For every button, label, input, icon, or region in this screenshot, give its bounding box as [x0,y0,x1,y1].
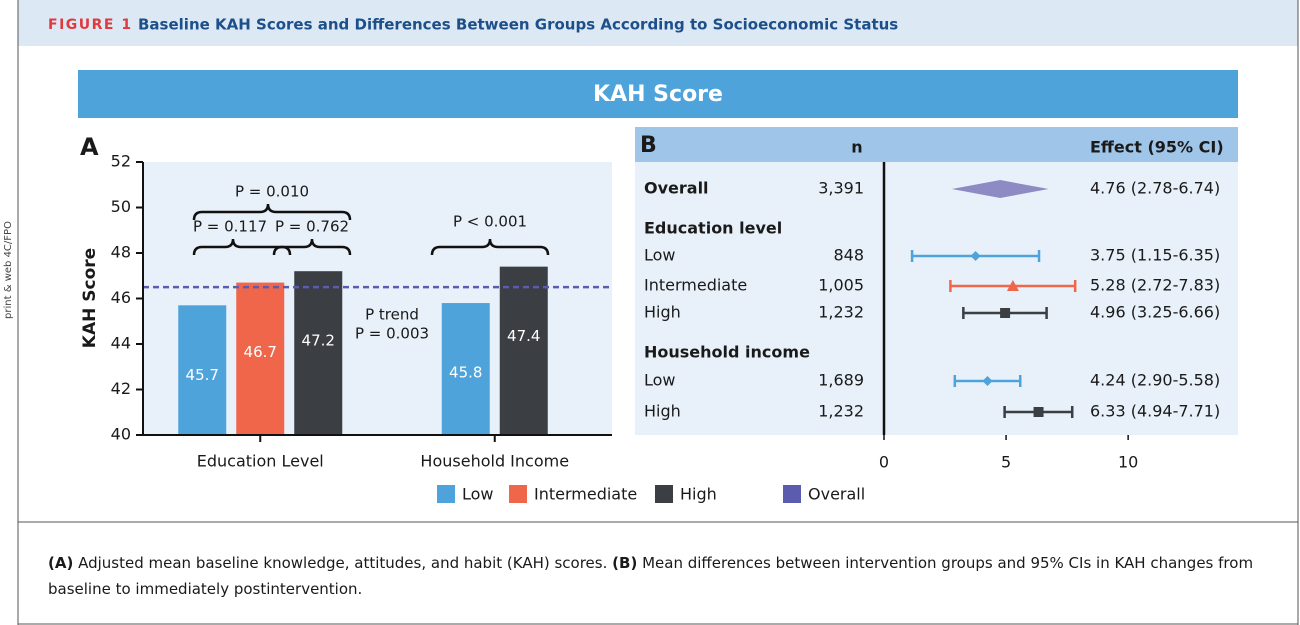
caption: (A) Adjusted mean baseline knowledge, at… [48,550,1263,602]
bar [441,303,490,435]
bar [294,271,343,435]
panel-label: B [640,133,657,158]
side-note: print & web 4C/FPO [3,221,14,319]
bar-value-label: 47.4 [507,327,540,345]
x-tick-label: 10 [1118,453,1138,472]
caption-label: (A) [48,554,74,572]
column-header: Effect (95% CI) [1090,138,1224,157]
row-label: Low [644,246,676,265]
y-tick-label: 42 [111,379,131,398]
legend-label: Intermediate [534,485,637,504]
y-tick-label: 44 [111,334,131,353]
annotation: P = 0.010 [235,183,309,201]
caption-label: (B) [612,554,638,572]
figure-title: Baseline KAH Scores and Differences Betw… [138,16,898,34]
effect-label: 4.24 (2.90-5.58) [1090,371,1220,390]
y-tick-label: 52 [111,152,131,171]
panel-label: A [80,133,99,161]
x-tick-label: Household Income [420,452,569,471]
summary-diamond [951,180,1049,198]
bar-value-label: 46.7 [244,343,277,361]
bracket [430,238,550,256]
column-header: n [851,138,862,157]
legend-swatch [783,485,801,503]
row-label: Household income [644,343,810,362]
caption-text: Adjusted mean baseline knowledge, attitu… [78,554,608,572]
annotation: P < 0.001 [453,213,527,231]
forest-background [635,127,1238,435]
header-band [18,0,1298,46]
effect-label: 4.76 (2.78-6.74) [1090,179,1220,198]
point-estimate [970,251,981,261]
bar [236,282,285,435]
row-n: 1,232 [818,303,864,322]
effect-label: 4.96 (3.25-6.66) [1090,303,1220,322]
y-tick-label: 40 [111,425,131,444]
row-n: 848 [833,246,864,265]
x-tick-label: 5 [1001,453,1011,472]
forest-header [635,127,1238,162]
legend-swatch [509,485,527,503]
banner [78,70,1238,118]
annotation: P = 0.003 [355,325,429,343]
effect-label: 6.33 (4.94-7.71) [1090,402,1220,421]
row-label: High [644,402,681,421]
point-estimate [982,376,993,386]
legend-label: High [680,485,717,504]
figure-label: FIGURE 1 [48,17,133,33]
legend-swatch [437,485,455,503]
point-estimate [1033,407,1044,417]
point-estimate [1006,280,1019,291]
bar-value-label: 45.7 [186,366,219,384]
legend-label: Low [462,485,494,504]
bar-value-label: 45.8 [449,364,482,382]
y-axis-label: KAH Score [80,248,100,348]
y-tick-label: 48 [111,243,131,262]
legend-label: Overall [808,485,865,504]
point-estimate [1000,308,1011,318]
y-tick-label: 50 [111,197,131,216]
row-label: Intermediate [644,276,747,295]
y-tick-label: 46 [111,288,131,307]
row-label: Education level [644,219,782,238]
brackets [192,203,550,256]
banner-text: KAH Score [593,82,723,107]
x-tick-label: 0 [879,453,889,472]
legend-swatch [655,485,673,503]
annotation: P = 0.762 [275,218,349,236]
row-n: 1,005 [818,276,864,295]
row-label: High [644,303,681,322]
annotation: P trend [365,306,419,324]
row-label: Overall [644,179,709,198]
bar [178,305,227,435]
annotation: P = 0.117 [193,218,267,236]
effect-label: 3.75 (1.15-6.35) [1090,246,1220,265]
bar-value-label: 47.2 [302,332,335,350]
row-label: Low [644,371,676,390]
row-n: 1,689 [818,371,864,390]
bar [499,266,548,435]
x-tick-label: Education Level [197,452,324,471]
effect-label: 5.28 (2.72-7.83) [1090,276,1220,295]
caption-text: Mean differences between intervention gr… [48,554,1254,598]
bracket [272,238,352,256]
bracket [192,203,352,221]
row-n: 3,391 [818,179,864,198]
row-n: 1,232 [818,402,864,421]
